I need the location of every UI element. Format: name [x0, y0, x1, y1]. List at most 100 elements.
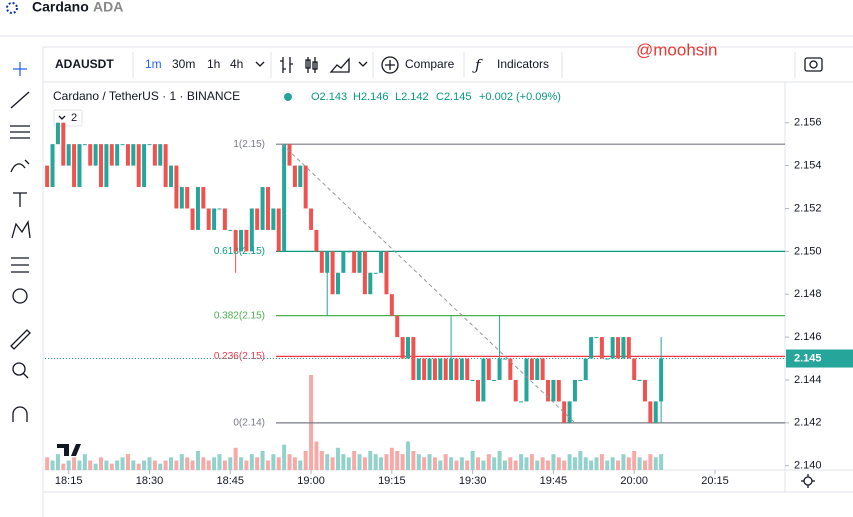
volume-bar: [513, 460, 518, 470]
candle-body: [346, 251, 351, 253]
trend-line: [281, 143, 576, 424]
volume-bar: [642, 460, 647, 470]
x-tick-label: 20:00: [620, 475, 648, 487]
volume-bar: [379, 457, 384, 470]
volume-bar: [185, 457, 190, 470]
volume-bar: [233, 447, 238, 470]
candle-body: [287, 144, 292, 166]
interval-button[interactable]: 30m: [172, 57, 195, 71]
volume-bar: [82, 454, 87, 470]
candle-body: [589, 337, 594, 359]
candle-body: [659, 358, 664, 402]
candle-body: [233, 229, 238, 252]
volume-bar: [265, 460, 270, 470]
volume-bar: [179, 454, 184, 470]
volume-bar: [319, 451, 324, 470]
candle-body: [239, 229, 244, 252]
tv-logo: [57, 444, 81, 456]
indicators-icon[interactable]: ƒ: [472, 56, 483, 74]
volume-bar: [632, 451, 637, 470]
volume-bar: [626, 457, 631, 470]
intervals-menu[interactable]: [255, 61, 265, 67]
volume-bar: [335, 447, 340, 470]
y-tick-label: 2.144: [794, 374, 822, 386]
volume-bar: [508, 457, 513, 470]
candle-body: [599, 337, 604, 359]
candle-body: [260, 187, 265, 230]
y-tick-label: 2.142: [794, 417, 822, 429]
settings-button[interactable]: [801, 474, 815, 488]
candle-body: [314, 229, 319, 252]
candle-body: [201, 187, 206, 209]
volume-bar: [325, 454, 330, 470]
candle-body: [341, 251, 346, 273]
fib-label: 1(2.15): [233, 139, 265, 150]
candle-body: [373, 272, 378, 274]
volume-bar: [125, 454, 130, 470]
volume-bar: [120, 457, 125, 470]
candle-body: [443, 358, 448, 380]
candle-body: [179, 187, 184, 209]
candle-body: [109, 144, 114, 166]
candle-body: [244, 229, 249, 252]
candle-body: [174, 165, 179, 209]
volume-bar: [244, 460, 249, 470]
compare-button[interactable]: Compare: [405, 57, 455, 71]
candle-body: [389, 294, 394, 316]
candle-body: [465, 358, 470, 380]
candle-body: [158, 144, 163, 166]
candle-body: [540, 358, 545, 380]
candle-body: [61, 122, 66, 166]
volume-bar: [115, 460, 120, 470]
candle-body: [228, 229, 233, 231]
x-tick-label: 19:45: [540, 475, 568, 487]
candle-body: [276, 208, 281, 252]
volume-bar: [190, 460, 195, 470]
candle-body: [55, 122, 60, 145]
chart-style-buttons[interactable]: [280, 57, 368, 73]
volume-bar: [255, 457, 260, 470]
volume-bar: [174, 460, 179, 470]
indicator-toggle[interactable]: [58, 115, 66, 120]
candle-body: [222, 208, 227, 230]
volume-bar: [212, 457, 217, 470]
candle-body: [362, 251, 367, 295]
candle-body: [212, 208, 217, 230]
candle-body: [546, 379, 551, 402]
x-tick-label: 19:00: [297, 475, 325, 487]
volume-bar: [55, 454, 60, 470]
y-tick-label: 2.150: [794, 245, 822, 257]
candle-body: [438, 358, 443, 380]
volume-bar: [438, 460, 443, 470]
indicator-count[interactable]: 2: [71, 112, 77, 124]
volume-bar: [443, 454, 448, 470]
interval-button[interactable]: 1m: [145, 57, 162, 71]
candle-body: [594, 337, 599, 339]
candle-body: [529, 358, 534, 380]
volume-bar: [147, 457, 152, 470]
compare-icon[interactable]: [385, 60, 395, 70]
volume-bar: [562, 460, 567, 470]
drawing-tools[interactable]: [10, 62, 31, 422]
x-tick-label: 18:30: [136, 475, 164, 487]
candle-body: [249, 208, 254, 252]
compare-icon[interactable]: [381, 56, 399, 74]
candle-body: [120, 144, 125, 146]
candle-body: [368, 272, 373, 295]
last-price-label: 2.145: [794, 352, 822, 364]
interval-button[interactable]: 1h: [207, 57, 220, 71]
snapshot-button[interactable]: [804, 57, 823, 72]
volume-bar: [163, 460, 168, 470]
indicators-button[interactable]: Indicators: [497, 57, 549, 71]
candle-body: [72, 144, 77, 188]
interval-button[interactable]: 4h: [230, 57, 243, 71]
candle-body: [610, 337, 615, 359]
candle-body: [104, 144, 109, 188]
y-tick-label: 2.140: [794, 460, 822, 472]
legend-close: C2.145: [436, 91, 471, 103]
symbol-button[interactable]: ADAUSDT: [55, 57, 114, 71]
volume-bar: [99, 457, 104, 470]
volume-bar: [228, 457, 233, 470]
x-tick-label: 18:15: [55, 475, 83, 487]
indicator-toggle[interactable]: [53, 109, 83, 127]
